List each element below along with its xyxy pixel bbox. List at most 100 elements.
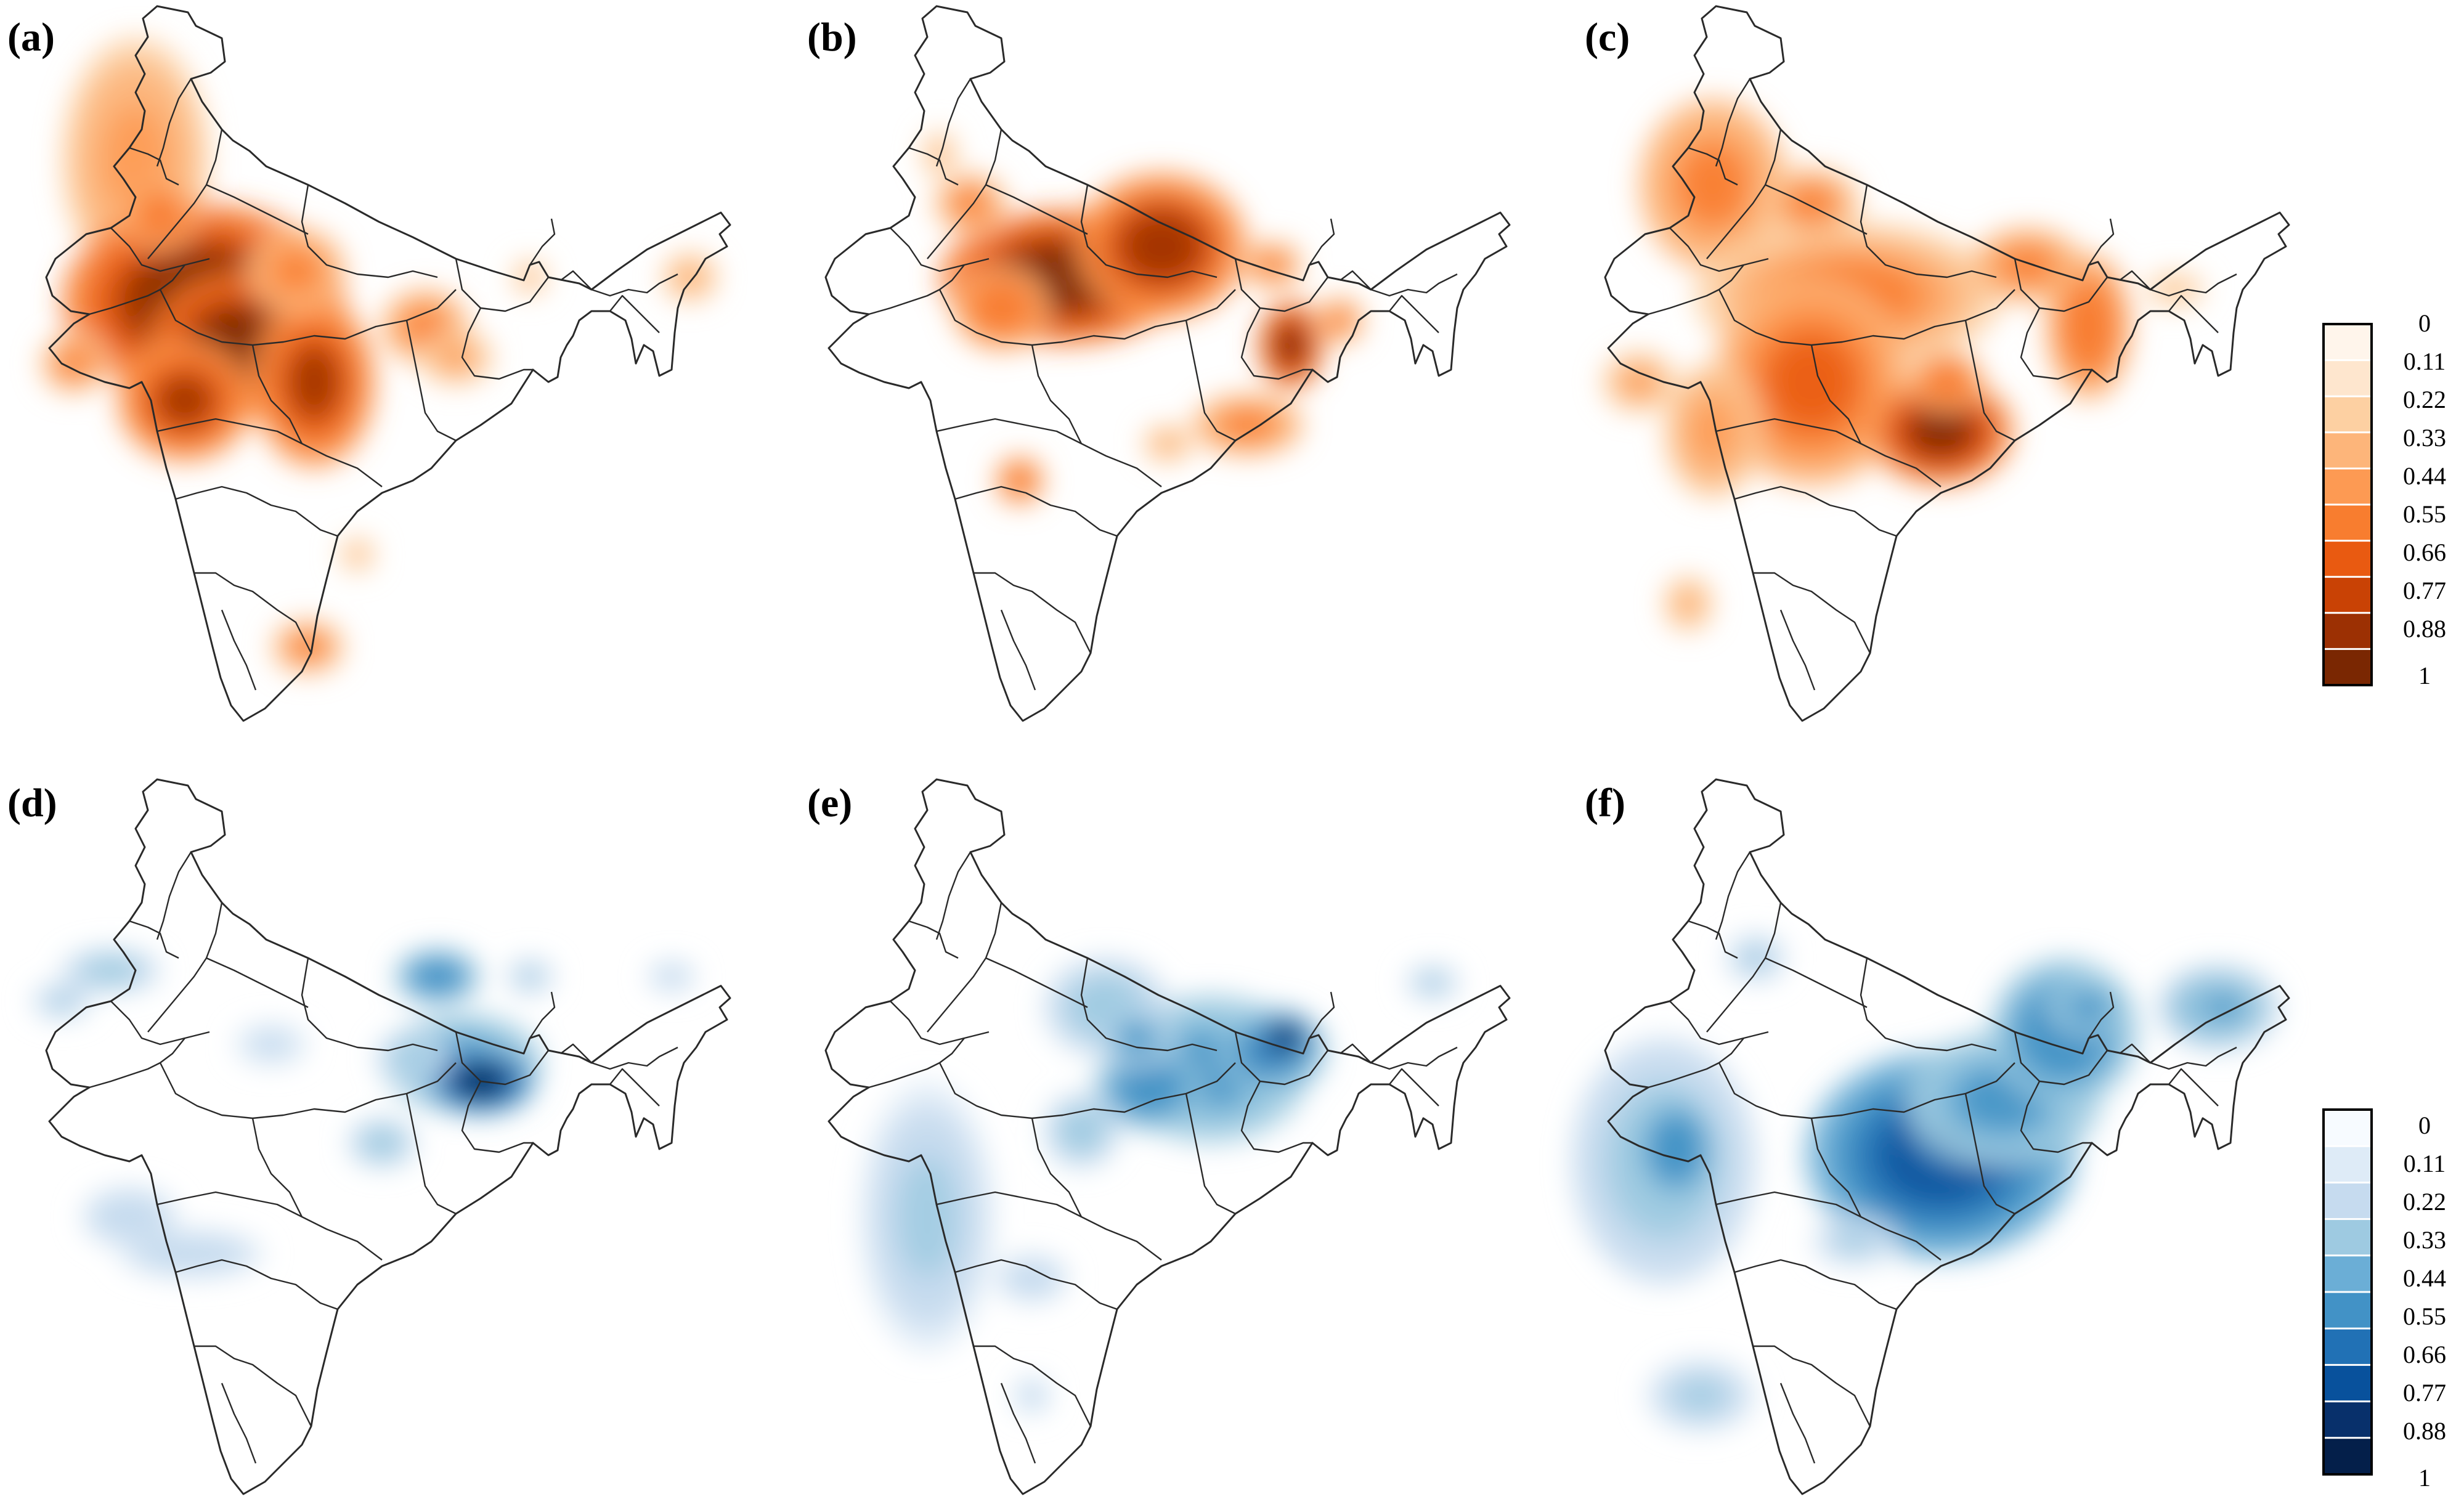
state-border [1779, 1383, 1816, 1464]
state-border [1706, 129, 1782, 259]
state-border [935, 851, 972, 940]
density-hotspot [155, 373, 215, 428]
colorbar-blue-cell [2324, 1146, 2372, 1183]
state-border [2168, 294, 2219, 333]
state-border [1718, 1062, 2015, 1119]
density-hotspot [158, 1243, 224, 1265]
state-border [175, 1259, 338, 1310]
state-border [1031, 1118, 1083, 1217]
state-border [159, 289, 457, 346]
state-border [1185, 1093, 1236, 1215]
density-hotspot [2070, 294, 2108, 359]
state-border [1688, 147, 1738, 186]
map-panel-b [824, 5, 1511, 722]
state-border [2168, 1068, 2219, 1107]
density-hotspot [1691, 401, 1734, 461]
state-border [954, 1259, 1118, 1310]
density-hotspot [144, 199, 177, 232]
colorbar-blue-cell [2324, 1110, 2372, 1147]
state-border [936, 1191, 1162, 1261]
colorbar-blue-tick: 0 [2418, 1111, 2431, 1139]
density-hotspot [274, 252, 317, 290]
state-border [194, 1345, 312, 1427]
state-border [2088, 218, 2115, 266]
colorbar-orange-tick: 0.88 [2403, 615, 2446, 643]
state-border [1753, 1345, 1871, 1427]
state-border [1715, 851, 1751, 940]
state-border [2014, 258, 2108, 312]
state-border [908, 920, 959, 959]
panel-label-b: (b) [807, 15, 857, 60]
state-border [1309, 991, 1335, 1039]
colorbar-orange-cell [2324, 468, 2372, 505]
state-border [110, 1001, 210, 1046]
state-border [1765, 184, 1868, 235]
state-border [1765, 957, 1868, 1009]
colorbar-orange-cell [2324, 649, 2372, 686]
colorbar-orange-tick: 0.22 [2403, 386, 2446, 413]
colorbar-orange-tick: 0.55 [2403, 500, 2446, 528]
density-hotspot [1329, 309, 1351, 331]
density-hotspot [367, 1132, 397, 1154]
density-hotspot [661, 970, 683, 983]
colorbar-orange-tick: 0 [2418, 309, 2431, 337]
state-border [2119, 1043, 2151, 1063]
state-border [1648, 264, 1744, 315]
colorbar-blue-frame [2322, 1108, 2373, 1476]
density-hotspot [1157, 435, 1179, 452]
state-border [2119, 270, 2151, 290]
density-hotspot [349, 546, 366, 563]
colorbar-blue-tick: 1 [2418, 1464, 2431, 1492]
state-border [1370, 273, 1458, 297]
state-border [985, 184, 1088, 235]
state-border [156, 78, 192, 167]
density-hotspot [2070, 994, 2108, 1021]
density-hotspot [59, 350, 89, 377]
state-border [251, 1118, 303, 1217]
state-border [461, 1081, 533, 1153]
panel-label-f: (f) [1585, 781, 1625, 826]
density-hotspot [1420, 974, 1445, 991]
state-border [1715, 78, 1751, 167]
state-border [129, 920, 179, 959]
density-hotspot [1223, 412, 1272, 439]
colorbar-orange-cell [2324, 540, 2372, 577]
state-border [1234, 1031, 1328, 1086]
density-layer [40, 37, 718, 675]
density-hotspot [1680, 147, 1746, 223]
state-border [1000, 609, 1036, 691]
state-border [175, 485, 338, 537]
state-border [157, 418, 383, 487]
density-hotspot [418, 964, 457, 989]
state-border [1234, 258, 1328, 312]
state-border [1389, 294, 1439, 333]
density-hotspot [1657, 1124, 1695, 1174]
state-border [938, 289, 1236, 346]
map-panel-e [824, 778, 1511, 1495]
state-border [1240, 1081, 1312, 1153]
state-border [1240, 307, 1312, 380]
landmass [826, 779, 1510, 1494]
state-border [1080, 957, 1218, 1052]
state-border [935, 78, 972, 167]
state-border [147, 129, 223, 259]
state-border [890, 227, 990, 272]
state-border [2014, 1031, 2108, 1086]
state-border [1000, 1383, 1036, 1464]
state-border [2150, 273, 2237, 297]
country-outline [45, 5, 731, 722]
state-border [1669, 227, 1769, 272]
state-border [89, 264, 185, 315]
density-hotspot [1908, 407, 1974, 456]
panel-label-c: (c) [1585, 15, 1630, 60]
density-hotspot [1768, 336, 1855, 428]
colorbar-orange-cell [2324, 396, 2372, 433]
colorbar-blue-tick: 0.11 [2404, 1150, 2446, 1177]
state-border [591, 273, 678, 297]
landmass [46, 6, 730, 721]
density-hotspot [1676, 1379, 1725, 1412]
panel-label-d: (d) [7, 781, 57, 826]
country-outline [824, 778, 1511, 1495]
panel-label-e: (e) [807, 781, 852, 826]
colorbar-orange-tick: 0.33 [2403, 424, 2446, 452]
